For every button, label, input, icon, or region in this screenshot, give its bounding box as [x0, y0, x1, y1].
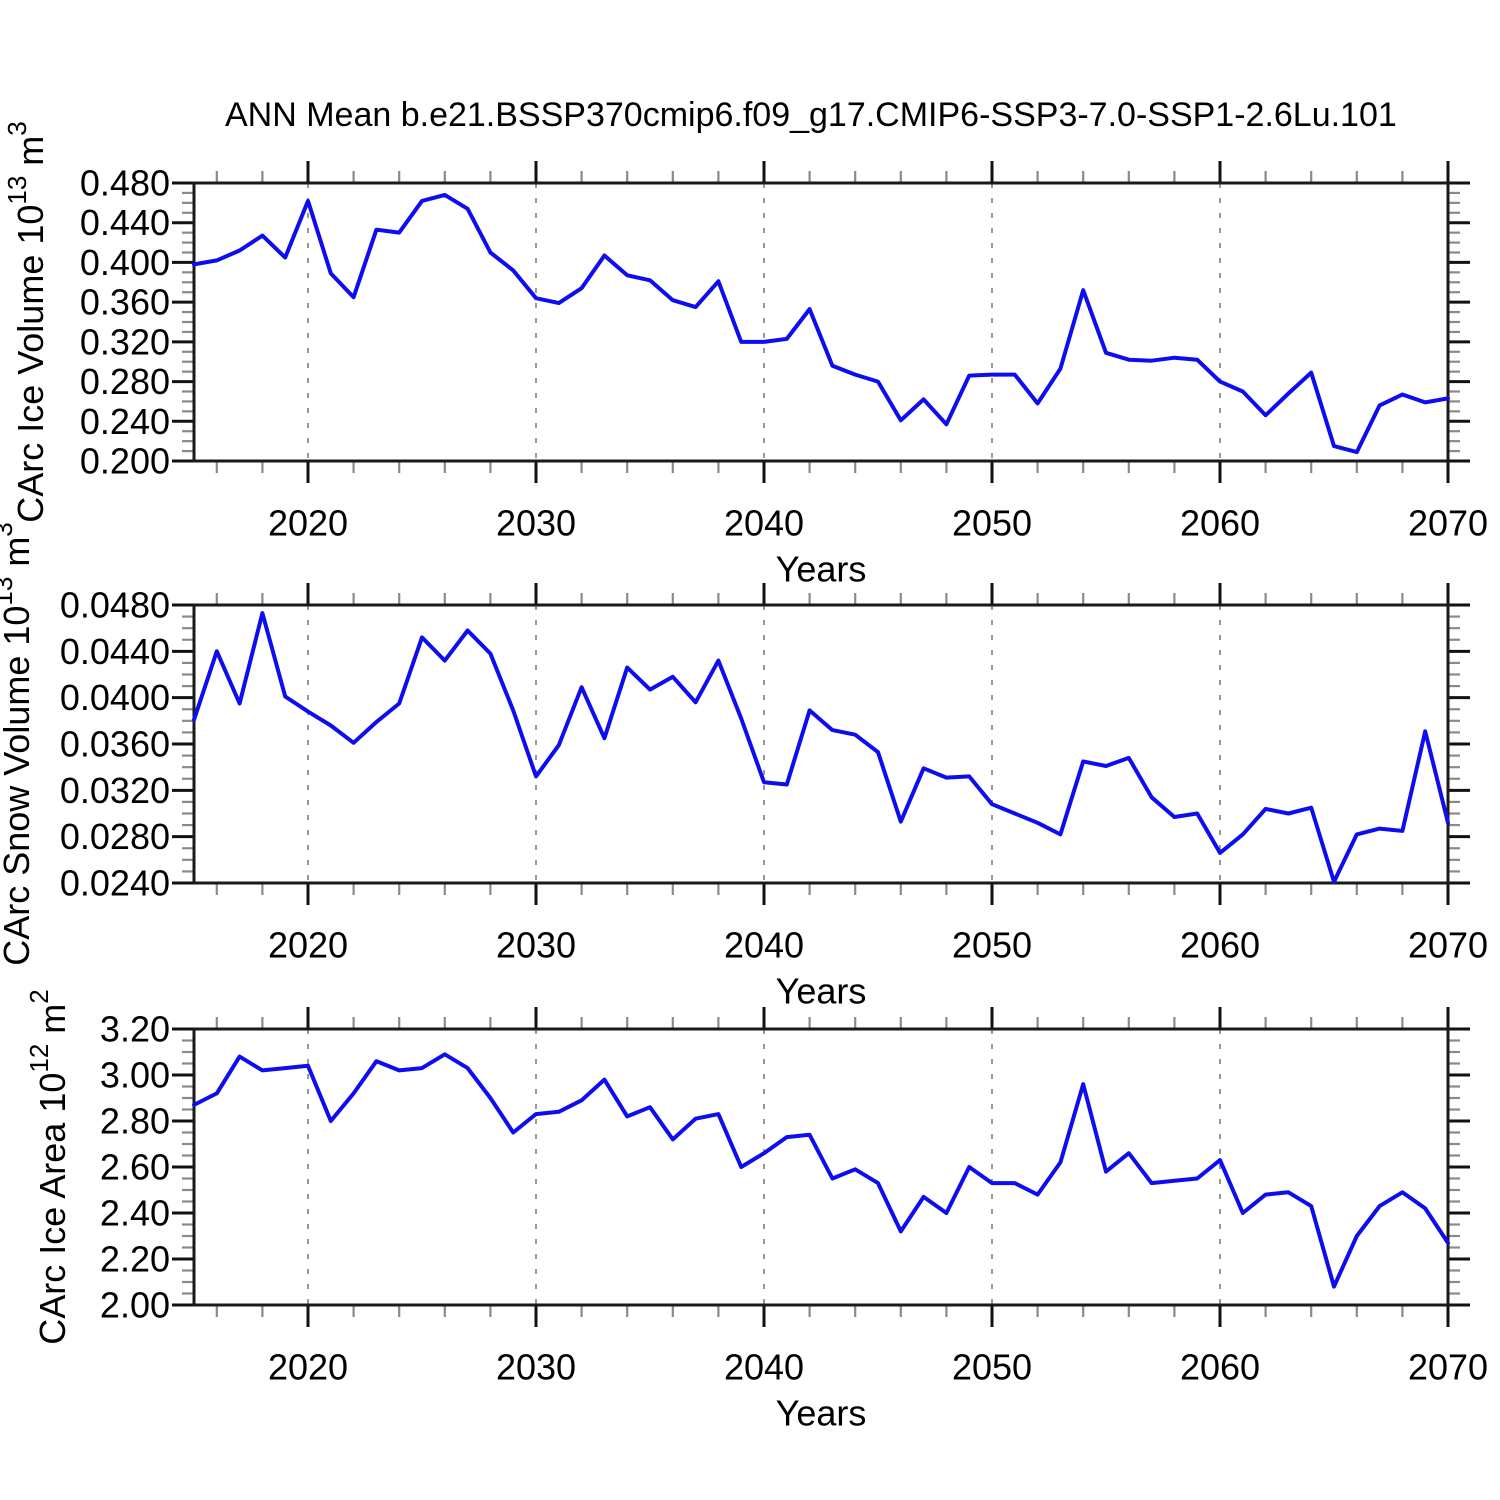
- x-tick-label: 2040: [724, 503, 804, 544]
- y-tick-label: 0.0440: [60, 631, 170, 672]
- x-tick-label: 2060: [1180, 925, 1260, 966]
- x-tick-label: 2060: [1180, 1347, 1260, 1388]
- y-tick-label: 0.400: [80, 242, 170, 283]
- y-axis-title-text: CArc Snow Volume 10: [0, 606, 37, 966]
- x-tick-label: 2070: [1408, 503, 1488, 544]
- series-line: [192, 192, 1450, 455]
- y-tick-label: 0.440: [80, 202, 170, 243]
- y-axis-title-superscript: 2: [24, 989, 54, 1003]
- y-tick-label: 2.80: [100, 1101, 170, 1142]
- series-line: [192, 611, 1450, 884]
- x-axis-title: Years: [776, 549, 867, 590]
- y-tick-label: 3.20: [100, 1009, 170, 1050]
- y-tick-label: 0.200: [80, 441, 170, 482]
- x-tick-label: 2040: [724, 925, 804, 966]
- y-tick-label: 0.0320: [60, 770, 170, 811]
- y-axis-title-text: CArc Ice Area 10: [32, 1073, 73, 1345]
- y-axis-title: CArc Ice Area 1012 m2: [24, 989, 73, 1345]
- x-tick-label: 2020: [268, 925, 348, 966]
- y-axis-title-superscript: 3: [2, 121, 32, 135]
- chart-title: ANN Mean b.e21.BSSP370cmip6.f09_g17.CMIP…: [225, 96, 1397, 134]
- x-tick-label: 2030: [496, 503, 576, 544]
- y-tick-label: 2.00: [100, 1285, 170, 1326]
- x-tick-label: 2040: [724, 1347, 804, 1388]
- plot-border: [192, 1027, 1450, 1307]
- x-tick-label: 2070: [1408, 925, 1488, 966]
- panel-carc-ice-volume: 2020 2030 2040 2050 2060 20700.2000.2400.2800…: [2, 121, 1488, 589]
- panel-carc-ice-area: 2020 2030 2040 2050 2060 2070 2.00 2.20 2.40 2.60…: [24, 989, 1488, 1433]
- y-axis-title-text: m: [32, 1004, 73, 1044]
- x-tick-label: 2050: [952, 925, 1032, 966]
- x-tick-label: 2070: [1408, 1347, 1488, 1388]
- plot-border: [192, 603, 1450, 885]
- y-axis-title-superscript: 3: [0, 522, 18, 536]
- y-axis-title-text: m: [10, 136, 51, 176]
- x-axis-title: Years: [776, 1393, 867, 1434]
- y-tick-label: 0.0280: [60, 816, 170, 857]
- x-tick-label: 2030: [496, 1347, 576, 1388]
- series-line: [192, 1052, 1450, 1289]
- y-tick-label: 2.40: [100, 1193, 170, 1234]
- y-tick-label: 0.280: [80, 361, 170, 402]
- y-axis-title-text: m: [0, 537, 37, 577]
- y-tick-label: 2.60: [100, 1147, 170, 1188]
- y-tick-label: 0.320: [80, 321, 170, 362]
- y-tick-label: 0.0360: [60, 724, 170, 765]
- y-axis-title: CArc Snow Volume 1013 m3: [0, 522, 37, 966]
- x-tick-label: 2030: [496, 925, 576, 966]
- y-axis-title-superscript: 13: [2, 176, 32, 205]
- x-tick-label: 2060: [1180, 503, 1260, 544]
- y-tick-label: 0.0400: [60, 677, 170, 718]
- y-tick-label: 0.480: [80, 163, 170, 204]
- y-axis-title-superscript: 13: [0, 577, 18, 606]
- x-tick-label: 2050: [952, 1347, 1032, 1388]
- y-axis-title-text: CArc Ice Volume 10: [10, 205, 51, 523]
- y-tick-label: 3.00: [100, 1055, 170, 1096]
- y-axis-title-superscript: 12: [24, 1044, 54, 1073]
- y-tick-label: 0.360: [80, 282, 170, 323]
- plot-border: [192, 181, 1450, 463]
- x-tick-label: 2020: [268, 503, 348, 544]
- x-tick-label: 2020: [268, 1347, 348, 1388]
- y-axis-title: CArc Ice Volume 1013 m3: [2, 121, 51, 523]
- y-tick-label: 0.0480: [60, 585, 170, 626]
- panel-carc-snow-volume: 2020 2030 2040 2050 2060 2070 0.0240 0.0280 0.03…: [0, 522, 1488, 1011]
- y-tick-label: 0.240: [80, 401, 170, 442]
- y-tick-label: 0.0240: [60, 863, 170, 904]
- y-tick-label: 2.20: [100, 1239, 170, 1280]
- x-tick-label: 2050: [952, 503, 1032, 544]
- x-axis-title: Years: [776, 971, 867, 1012]
